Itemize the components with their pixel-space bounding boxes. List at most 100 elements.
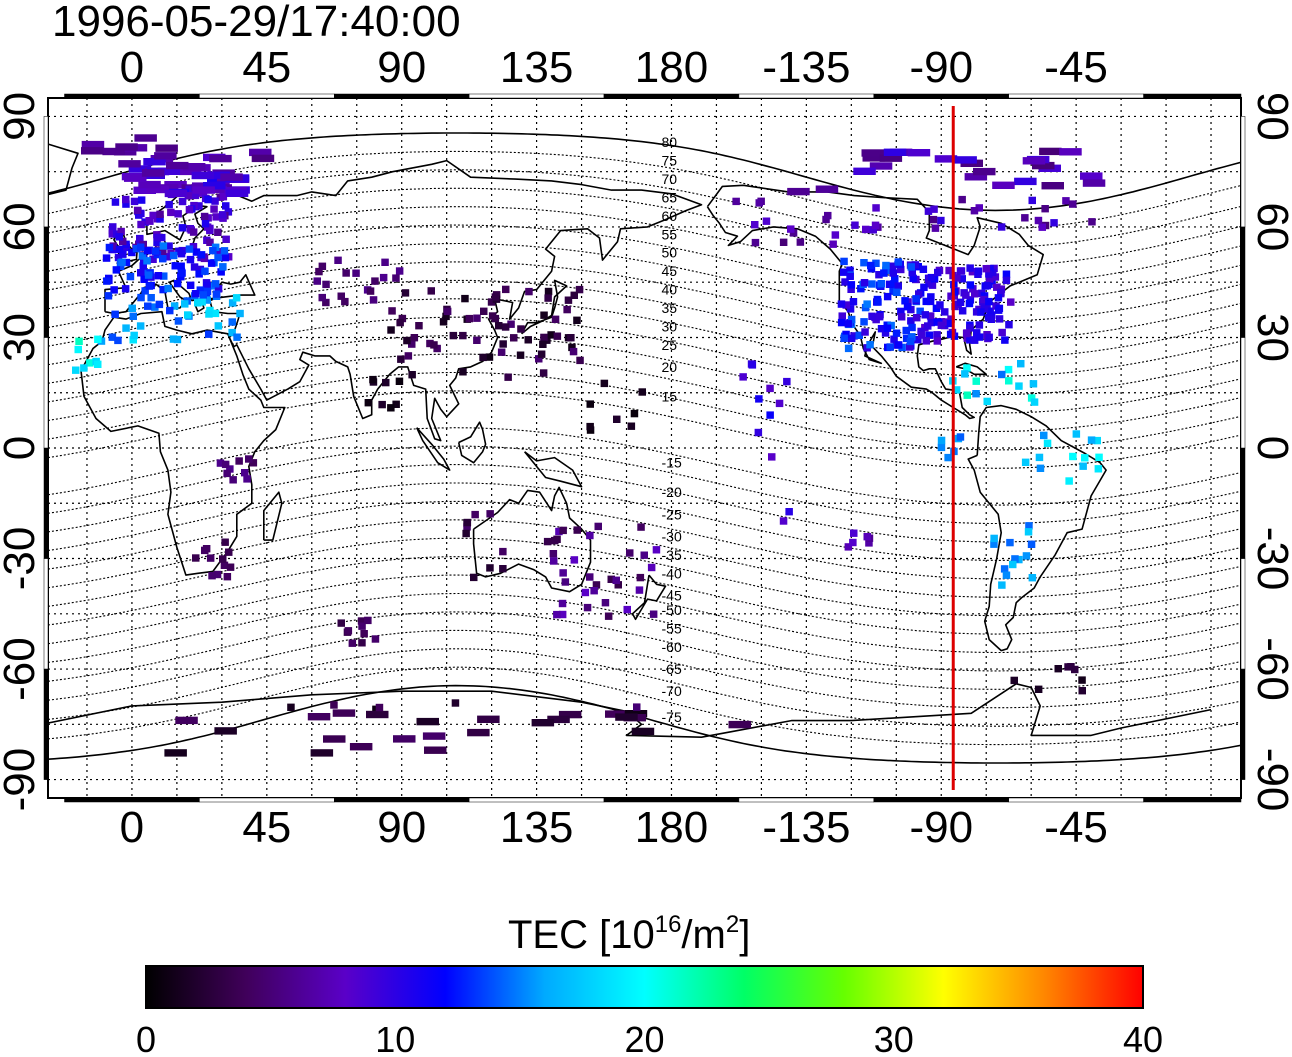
geomag-lat-label: -15 xyxy=(662,455,682,471)
tec-cell xyxy=(983,282,992,290)
tec-cell xyxy=(559,526,567,535)
tec-cell xyxy=(463,518,472,527)
frame-tick-segment xyxy=(1240,668,1246,780)
tec-cell xyxy=(847,285,855,293)
tec-cell xyxy=(337,619,345,627)
tec-cell xyxy=(366,287,375,295)
tec-cell xyxy=(558,610,567,619)
bottom-lon-tick-label: 90 xyxy=(377,803,426,852)
geomag-lat-label: -70 xyxy=(662,683,682,699)
tec-cell xyxy=(891,275,899,283)
geomag-lat-label: -45 xyxy=(662,587,682,603)
tec-cell xyxy=(206,226,214,235)
tec-cell xyxy=(322,280,330,289)
tec-cell xyxy=(993,283,1001,291)
left-lat-tick-label: 90 xyxy=(0,92,44,141)
tec-cell xyxy=(1028,196,1036,205)
tec-cell xyxy=(921,311,929,319)
tec-cell xyxy=(510,334,518,342)
tec-cell xyxy=(931,224,940,232)
tec-cell xyxy=(378,400,386,409)
tec-cell xyxy=(927,293,935,301)
frame-tick-segment xyxy=(43,558,49,670)
tec-cell xyxy=(877,280,885,288)
tec-cell xyxy=(189,243,198,251)
tec-cell xyxy=(109,223,117,231)
right-lat-tick-label: -60 xyxy=(1248,637,1292,701)
tec-cell xyxy=(185,245,194,253)
tec-cell xyxy=(408,371,416,379)
geomag-contour xyxy=(48,648,1241,727)
tec-cell xyxy=(1087,436,1096,444)
tec-cell xyxy=(990,534,998,543)
coastline xyxy=(631,574,667,621)
tec-cell xyxy=(403,336,411,345)
tec-cell xyxy=(477,715,500,723)
tec-cell xyxy=(990,540,998,548)
top-lon-tick-label: 180 xyxy=(635,43,708,92)
tec-cell xyxy=(860,318,868,326)
tec-cell xyxy=(205,330,213,338)
tec-cell xyxy=(156,210,164,218)
tec-cell xyxy=(956,433,965,441)
tec-cell xyxy=(626,549,634,557)
geomag-lat-label: 45 xyxy=(662,263,678,279)
tec-cell xyxy=(847,334,856,343)
tec-cell xyxy=(822,215,830,224)
tec-cell xyxy=(145,282,154,290)
tec-cell xyxy=(190,263,199,271)
tec-cell xyxy=(212,213,220,221)
tec-cell xyxy=(963,391,971,399)
tec-cell xyxy=(501,323,510,331)
tec-cell xyxy=(137,269,145,277)
tec-cell xyxy=(601,599,610,607)
tec-cell xyxy=(540,311,548,319)
tec-cell xyxy=(885,280,894,288)
tec-cell xyxy=(1067,663,1075,671)
tec-cell xyxy=(559,569,567,577)
tec-cell xyxy=(1005,321,1013,329)
tec-cell xyxy=(159,285,167,294)
tec-cell xyxy=(485,353,494,361)
tec-cell xyxy=(842,301,850,309)
tec-cell xyxy=(543,537,552,546)
tec-cell xyxy=(104,292,113,300)
tec-cell xyxy=(946,330,955,339)
tec-cell xyxy=(934,155,958,163)
bottom-lon-tick-label: 45 xyxy=(242,803,291,852)
tec-cell xyxy=(217,268,225,276)
frame-tick-segment xyxy=(873,93,1009,99)
tec-cell xyxy=(202,545,211,553)
tec-cell xyxy=(137,220,145,229)
left-lat-tick-label: 60 xyxy=(0,202,44,251)
tec-cell xyxy=(994,294,1003,302)
tec-cell xyxy=(184,311,192,319)
tec-cell xyxy=(130,197,139,206)
tec-cell xyxy=(990,264,998,273)
tec-cell xyxy=(226,465,234,473)
tec-cell xyxy=(499,565,507,573)
tec-cell xyxy=(846,266,854,274)
geomag-lat-label: -65 xyxy=(662,661,682,677)
tec-cell xyxy=(1065,477,1073,485)
tec-cell xyxy=(137,293,145,302)
tec-cell xyxy=(154,152,177,160)
top-longitude-axis: 0 45 90 135 180 -135 -90 -45 xyxy=(120,43,1108,92)
tec-cell xyxy=(228,328,236,337)
tec-cell xyxy=(889,269,897,277)
geomag-contour xyxy=(48,390,1241,469)
bottom-longitude-axis: 0 45 90 135 180 -135 -90 -45 xyxy=(120,803,1108,852)
tec-cell xyxy=(918,331,926,339)
colorbar-title: TEC [1016/m2] xyxy=(508,911,750,957)
tec-cell xyxy=(890,335,898,343)
geomag-lat-label: 40 xyxy=(662,282,678,298)
tec-cell xyxy=(1094,465,1103,473)
tec-cell xyxy=(573,526,581,534)
tec-cell xyxy=(119,237,127,246)
right-latitude-axis: 90 60 30 0 -30 -60 -90 xyxy=(1248,92,1292,811)
tec-cell xyxy=(488,312,497,320)
tec-cell xyxy=(913,314,921,322)
tec-cell xyxy=(998,328,1006,337)
tec-cell xyxy=(206,554,215,562)
tec-cell xyxy=(963,329,971,337)
